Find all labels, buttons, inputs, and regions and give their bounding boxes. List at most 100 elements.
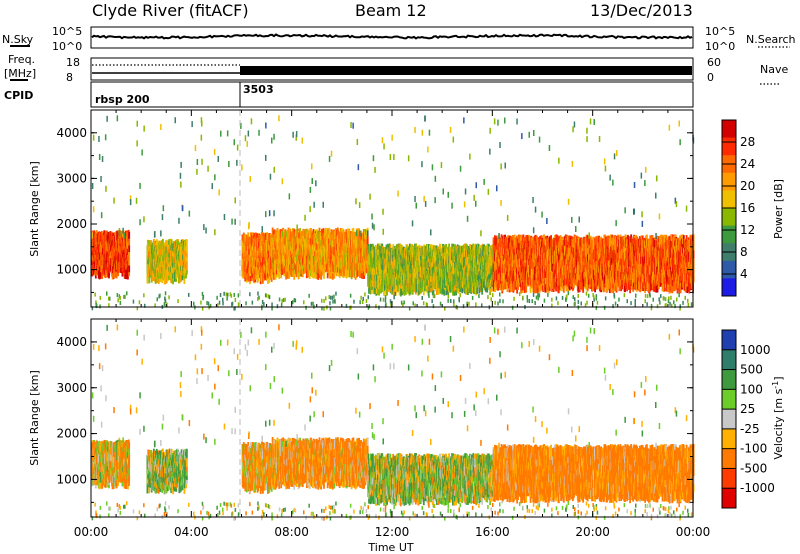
power-cell [454, 286, 456, 292]
power-cell [452, 243, 455, 249]
power-cell [108, 272, 110, 279]
power-cell [102, 265, 105, 274]
power-cell [280, 271, 283, 279]
power-cell [420, 256, 423, 267]
power-cell [426, 285, 429, 294]
nsearch-tick-top: 10^5 [705, 25, 735, 38]
power-cell [292, 228, 295, 239]
power-cell [99, 273, 102, 279]
power-cell [385, 244, 388, 252]
power-cell [375, 287, 378, 294]
power-cell [368, 288, 370, 294]
power-cell [308, 230, 311, 236]
power-cell [394, 286, 397, 296]
power-cell [490, 284, 493, 292]
power-cell [455, 289, 457, 296]
power-cell [257, 275, 260, 282]
power-cell [115, 271, 118, 279]
power-cell [411, 287, 414, 295]
power-cell [186, 270, 188, 275]
power-cell [378, 289, 380, 296]
power-cell [389, 244, 392, 250]
power-cell [267, 276, 269, 284]
power-cell [301, 270, 304, 278]
power-cell [265, 232, 267, 240]
power-cell [288, 267, 290, 279]
power-cell [180, 239, 183, 247]
power-cell [393, 287, 396, 295]
power-cell [409, 243, 411, 250]
power-cell [162, 238, 164, 246]
power-cell [161, 277, 164, 284]
freq-tick-top: 18 [66, 56, 80, 69]
power-cell [254, 274, 257, 280]
power-cell [460, 254, 462, 263]
power-cell [155, 271, 158, 279]
power-cell [380, 284, 383, 294]
power-cell [422, 286, 425, 296]
nsky-series-line [91, 33, 693, 40]
cpid-segment-1: rbsp 200 [95, 93, 150, 106]
power-cell [447, 289, 449, 295]
power-cell [308, 267, 311, 273]
power-cell [128, 258, 131, 266]
power-cell [252, 273, 255, 283]
power-cell [387, 243, 389, 250]
power-cell [330, 229, 333, 235]
power-cell [470, 284, 473, 294]
power-cell [298, 271, 301, 278]
power-cell [320, 269, 323, 277]
power-cell [481, 287, 484, 295]
power-cell [147, 273, 149, 278]
nsky-label: N.Sky [2, 33, 34, 46]
power-cell [250, 232, 253, 239]
power-cell [374, 244, 377, 254]
beam-title: Beam 12 [355, 1, 427, 20]
nsky-panel: N.Sky 10^5 10^0 10^5 10^0 N.Search [2, 25, 796, 53]
power-cell [374, 287, 377, 295]
power-cell [437, 287, 440, 295]
power-cell [268, 276, 271, 283]
power-cell [166, 273, 169, 282]
power-cell [113, 232, 116, 238]
power-cell [244, 274, 247, 282]
power-cell [253, 232, 256, 239]
power-cell [348, 228, 351, 235]
power-cell [339, 267, 342, 273]
freq-panel: Freq. [MHz] 18 8 60 0 Nave [4, 53, 788, 85]
power-cell [185, 273, 187, 279]
power-cell [146, 274, 149, 284]
power-cell [186, 239, 188, 245]
power-cell [180, 276, 182, 282]
power-cell [405, 285, 407, 295]
power-cell [186, 257, 188, 262]
power-cell [311, 266, 314, 279]
power-cell [478, 282, 481, 294]
power-cell [315, 269, 318, 279]
power-cell [485, 285, 488, 293]
power-cell [170, 272, 173, 278]
power-cell [98, 270, 101, 280]
power-cell [150, 240, 153, 248]
power-cell [456, 286, 459, 293]
power-cell [341, 228, 344, 236]
power-cell [186, 248, 188, 253]
power-cell [396, 243, 398, 250]
power-cell [97, 232, 100, 237]
power-cell [181, 275, 184, 281]
nsearch-tick-bottom: 10^0 [705, 40, 735, 53]
power-cell [167, 275, 170, 280]
power-cell [476, 287, 479, 294]
power-cell [415, 285, 418, 293]
power-cell [366, 236, 369, 245]
freq-tick-bottom: 8 [66, 71, 73, 84]
cpid-panel: CPID rbsp 200 3503 [4, 81, 694, 108]
power-cell [322, 228, 325, 234]
power-cell [473, 244, 476, 251]
power-cell [313, 270, 316, 277]
power-cell [399, 243, 402, 251]
power-cell [186, 265, 188, 271]
nsky-tick-top: 10^5 [52, 25, 82, 38]
power-cell [430, 284, 432, 293]
power-cell [127, 267, 129, 274]
